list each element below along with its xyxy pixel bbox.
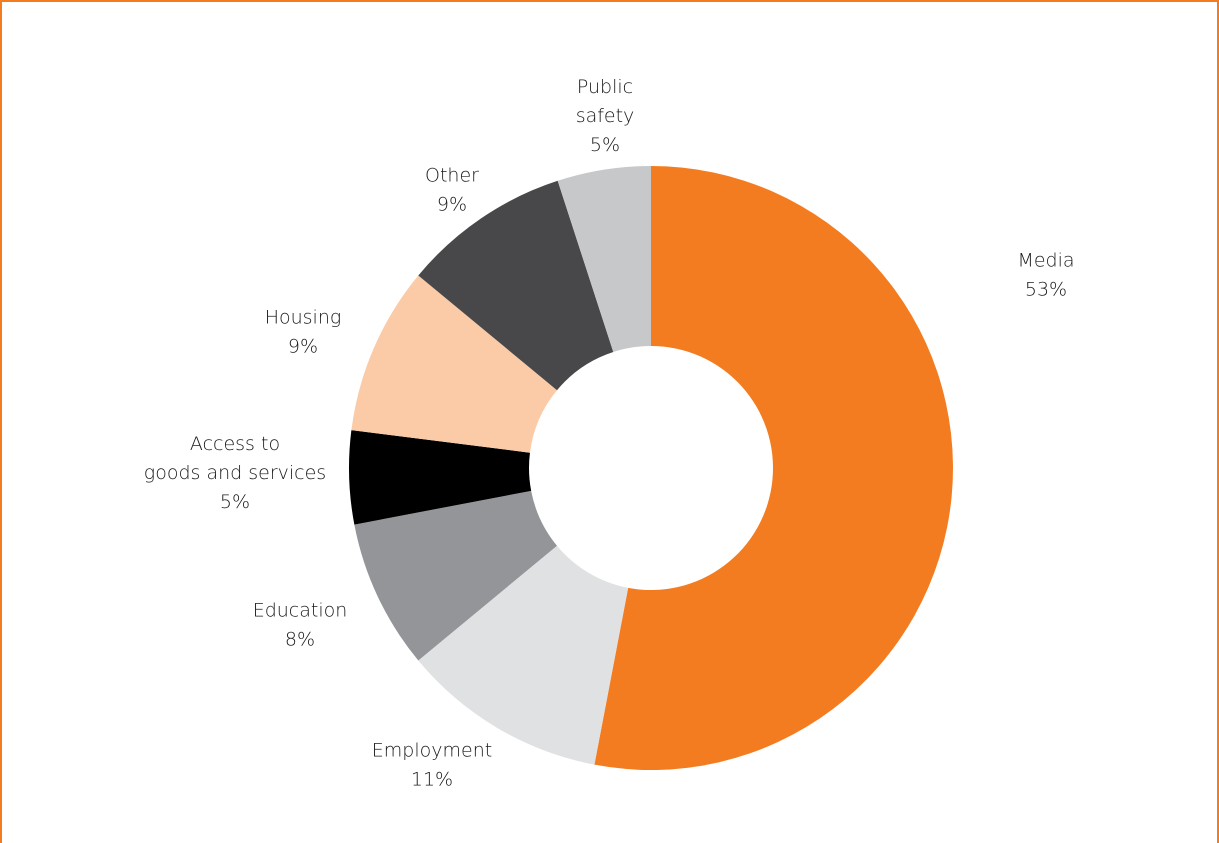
slice-value-label: 5% — [590, 134, 620, 156]
slice-access-to-goods-and-services — [349, 430, 532, 525]
slice-label-public-safety: Public safety 5% — [576, 76, 635, 156]
slice-value-label: 11% — [411, 769, 453, 791]
slice-value-label: 9% — [288, 336, 318, 358]
slice-public-safety — [557, 166, 651, 352]
slice-category-label: Education — [253, 600, 348, 622]
slice-category-label: Employment — [372, 740, 492, 762]
slice-category-label: Other — [425, 165, 479, 187]
slice-label-education: Education 8% — [253, 600, 348, 651]
slice-label-other: Other 9% — [425, 165, 479, 216]
slice-value-label: 8% — [285, 629, 315, 651]
slice-category-label: Media — [1017, 250, 1074, 272]
slice-label-access-to-goods-and-services: Access to goods and services 5% — [144, 433, 326, 513]
slice-value-label: 53% — [1025, 279, 1067, 301]
slice-category-label: Access to — [190, 433, 280, 455]
chart-slices — [349, 166, 953, 770]
slice-education — [354, 490, 557, 661]
slice-label-media: Media 53% — [1017, 250, 1074, 301]
slice-category-label: safety — [576, 105, 635, 127]
slice-category-label: goods and services — [144, 462, 326, 484]
slice-other — [418, 180, 614, 391]
slice-label-housing: Housing 9% — [265, 307, 342, 358]
slice-value-label: 5% — [220, 491, 250, 513]
slice-housing — [351, 275, 557, 453]
chart-labels: Media 53% Employment 11% Education 8% Access t… — [144, 76, 1075, 791]
slice-media — [594, 166, 953, 770]
slice-employment — [418, 545, 629, 765]
slice-label-employment: Employment 11% — [372, 740, 492, 791]
slice-value-label: 9% — [437, 194, 467, 216]
slice-category-label: Housing — [265, 307, 342, 329]
slice-category-label: Public — [577, 76, 633, 98]
